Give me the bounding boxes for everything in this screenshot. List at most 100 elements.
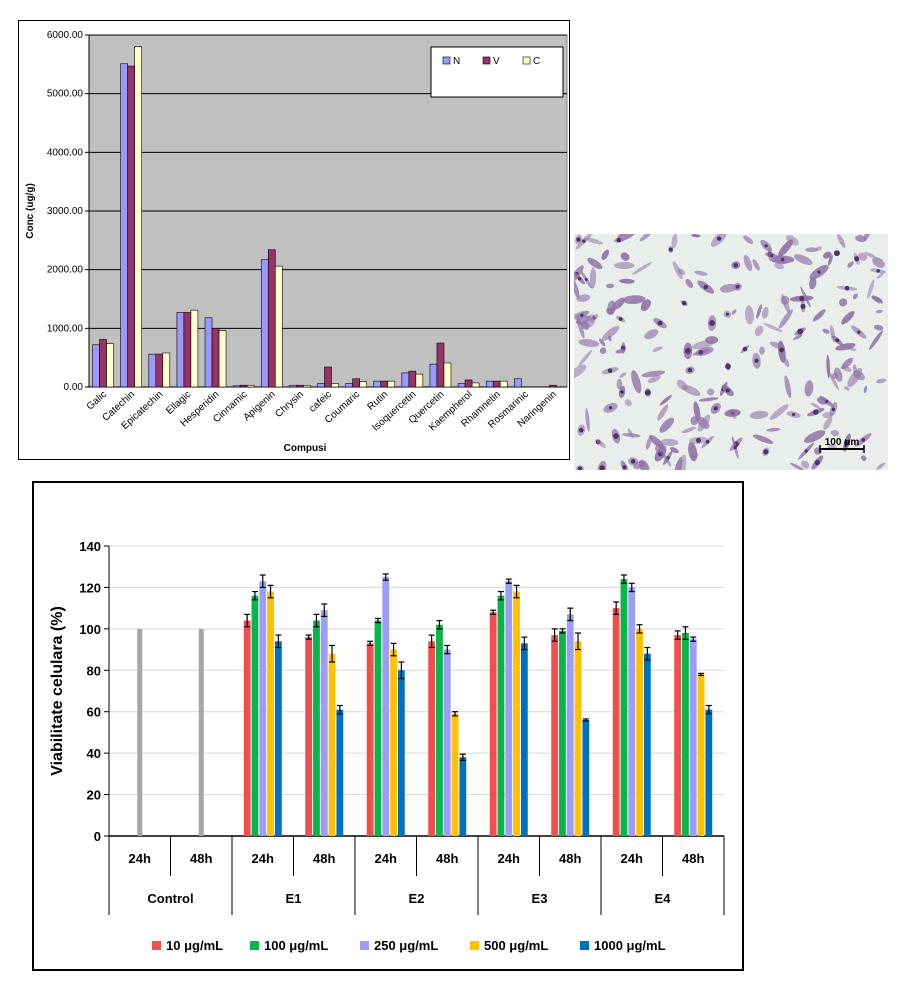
- bar-E2-24h-250 μg/mL: [382, 577, 390, 836]
- micrograph-svg: 100 μm: [574, 234, 888, 470]
- stained-cell: [674, 457, 683, 470]
- stained-cell: [840, 345, 857, 351]
- stained-cell: [584, 237, 603, 245]
- y-tick-label: 4000.00: [47, 147, 84, 158]
- cell-nucleus: [577, 276, 582, 281]
- cell-nucleus: [799, 296, 805, 302]
- cell-nucleus: [735, 284, 740, 289]
- bar-E4-48h-10 μg/mL: [674, 635, 682, 836]
- stained-cell: [857, 252, 868, 261]
- legend-swatch-N: [442, 56, 451, 65]
- bar-E3-24h-250 μg/mL: [505, 581, 513, 836]
- stained-cell: [842, 365, 852, 372]
- stained-cell: [754, 325, 764, 337]
- stained-cell: [804, 380, 814, 397]
- stained-cell: [756, 304, 762, 319]
- cell-nucleus: [696, 437, 701, 443]
- bar-E3-24h-500 μg/mL: [513, 591, 520, 836]
- stained-cell: [847, 367, 863, 388]
- cell-nucleus: [685, 347, 691, 354]
- bar-N-Rhamnetin: [485, 380, 494, 388]
- compound-concentration-chart: 0.00 1000.00 2000.00 3000.00 4000.00 5000.00 6…: [18, 20, 570, 460]
- stained-cell: [770, 341, 782, 349]
- x-subgroup-label: 48h: [190, 851, 212, 866]
- bar-V-Chrysin: [296, 384, 304, 388]
- bar-E2-48h-250 μg/mL: [443, 649, 451, 836]
- bar-E2-48h-500 μg/mL: [451, 713, 459, 836]
- x-subgroup-label: 24h: [252, 851, 274, 866]
- legend-label-V: V: [493, 56, 500, 67]
- bar-E3-24h-10 μg/mL: [489, 612, 497, 836]
- x-group-label: E4: [655, 891, 672, 906]
- cell-nucleus: [854, 256, 860, 262]
- stained-cell: [759, 346, 765, 355]
- x-tick-label: Rutin: [366, 389, 391, 413]
- legend-swatch-C: [522, 56, 531, 65]
- stained-cell: [863, 234, 872, 241]
- cell-nucleus: [844, 285, 850, 291]
- bar-N-Apigenin: [260, 259, 269, 388]
- legend-swatch-10 μg/mL: [152, 941, 161, 950]
- x-tick-label: Apigenin: [241, 389, 277, 423]
- stained-cell: [844, 386, 850, 391]
- bar-E1-48h-1000 μg/mL: [336, 709, 344, 836]
- bar-E1-48h-10 μg/mL: [305, 637, 313, 836]
- cell-nucleus: [703, 284, 708, 290]
- stained-cell: [574, 364, 587, 379]
- stained-cell: [812, 309, 826, 322]
- cell-nucleus: [792, 412, 796, 417]
- stained-cell: [578, 350, 593, 367]
- cell-nucleus: [668, 247, 673, 252]
- stained-cell: [672, 261, 683, 280]
- y-tick-label: 120: [79, 580, 101, 595]
- legend-label: 1000 μg/mL: [594, 938, 666, 953]
- bar-N-Coumaric: [345, 383, 353, 388]
- stained-cell: [585, 407, 590, 432]
- bar-E3-48h-500 μg/mL: [574, 641, 582, 836]
- cell-nucleus: [831, 407, 836, 412]
- bar-C-Apigenin: [274, 265, 283, 388]
- bar-V-Ellagic: [183, 312, 192, 388]
- bar-E4-24h-10 μg/mL: [612, 608, 620, 836]
- bar-C-cafeic: [331, 383, 339, 388]
- stained-cell: [778, 309, 793, 329]
- cell-nucleus: [618, 317, 623, 321]
- cell-nucleus: [857, 330, 861, 334]
- stained-cell: [690, 416, 699, 426]
- stained-cell: [875, 299, 884, 304]
- stained-cell: [855, 235, 867, 243]
- bar-V-Rutin: [380, 380, 389, 388]
- stained-cell: [827, 254, 833, 266]
- stained-cell: [641, 370, 665, 378]
- cell-nucleus: [742, 346, 748, 352]
- x-subgroup-label: 48h: [682, 851, 704, 866]
- y-tick-label: 1000.00: [47, 323, 84, 334]
- stained-cell: [731, 309, 737, 315]
- legend-label: 10 μg/mL: [166, 938, 223, 953]
- cell-nucleus: [770, 254, 774, 258]
- y-tick-label: 60: [87, 705, 101, 720]
- legend-swatch-250 μg/mL: [360, 941, 369, 950]
- stained-cell: [613, 262, 635, 270]
- stained-cell: [766, 427, 781, 432]
- stained-cell: [698, 397, 719, 402]
- y-tick-label: 0.00: [64, 382, 84, 393]
- bar-C-Galic: [106, 343, 114, 388]
- cell-nucleus: [620, 390, 624, 394]
- legend-swatch-1000 μg/mL: [580, 941, 589, 950]
- legend-label-C: C: [533, 56, 540, 67]
- stained-cell: [847, 261, 854, 268]
- y-tick-label: 0: [94, 829, 101, 844]
- stained-cell: [681, 426, 697, 434]
- stained-cell: [719, 283, 738, 293]
- bar-V-Catechin: [127, 65, 135, 388]
- cell-nucleus: [725, 312, 730, 316]
- stained-cell: [576, 315, 585, 339]
- cell-viability-svg: 0 20 40 60 80 100 120 140 Viabilitate celulara (…: [49, 539, 725, 953]
- bar-N-Quercetin: [429, 363, 438, 388]
- stained-cell: [864, 252, 876, 259]
- x-group-label: E1: [286, 891, 302, 906]
- stained-cell: [578, 338, 600, 348]
- bar-N-Catechin: [120, 63, 128, 388]
- stained-cell: [706, 388, 715, 396]
